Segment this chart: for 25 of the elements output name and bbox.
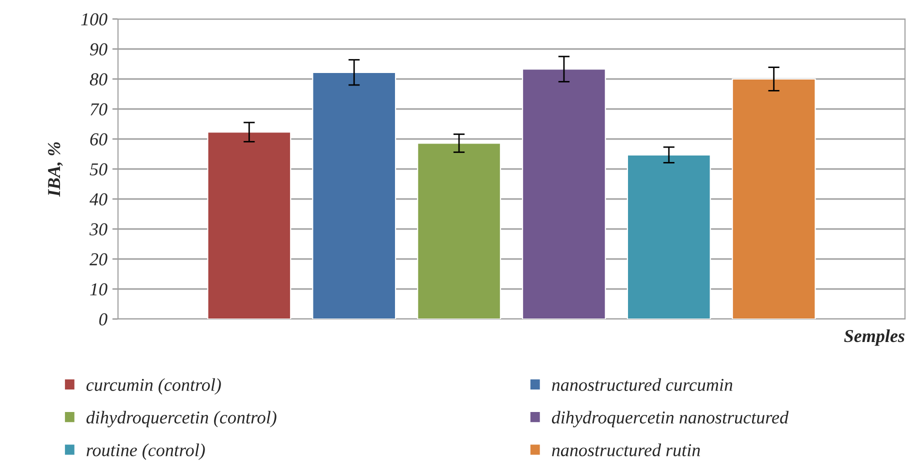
y-tick-label: 80 [90,73,108,86]
y-tick-label: 20 [90,253,108,266]
y-tick-label: 10 [90,283,108,296]
bar [312,72,396,319]
y-tick-label: 70 [90,103,108,116]
bar [626,154,711,319]
y-tick-label: 0 [99,313,108,326]
bar [207,132,292,319]
y-tick-label: 50 [90,163,108,176]
legend-label: nanostructured curcumin [552,378,732,391]
y-tick-label: 40 [90,193,108,206]
y-tick-label: 60 [90,133,108,146]
y-axis-title: IBA, % [48,142,63,197]
y-tick-label: 90 [90,43,108,56]
y-tick-label: 30 [90,223,108,236]
legend-label: routine (control) [86,444,205,460]
legend-label: dihydroquercetin nanostructured [552,410,789,428]
x-axis-title: Semples [844,329,904,346]
legend-label: nanostructured rutin [552,444,700,456]
legend-label: curcumin (control) [86,378,221,395]
bar [417,142,502,319]
bar [522,68,606,319]
bar [732,78,816,319]
y-tick-label: 100 [81,13,108,26]
legend-label: dihydroquercetin (control) [86,410,276,428]
